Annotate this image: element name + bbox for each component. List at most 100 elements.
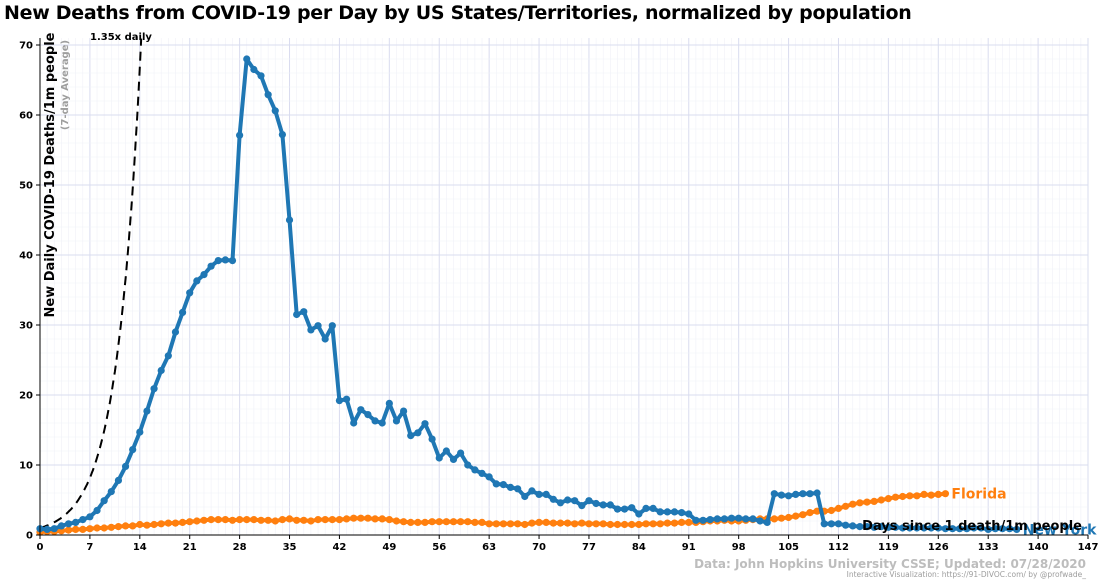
data-point-new-york — [499, 481, 508, 489]
x-tick-label: 21 — [183, 542, 197, 553]
data-point-new-york — [399, 407, 408, 415]
data-point-florida — [906, 492, 914, 500]
data-point-florida — [927, 491, 935, 499]
x-tick-label: 126 — [928, 542, 949, 553]
data-point-new-york — [236, 131, 244, 139]
data-point-florida — [221, 516, 229, 524]
data-point-florida — [563, 519, 572, 527]
x-tick-label: 49 — [382, 542, 396, 553]
data-point-new-york — [328, 322, 336, 330]
data-point-new-york — [749, 515, 757, 523]
data-point-new-york — [635, 510, 643, 518]
data-point-new-york — [585, 497, 593, 505]
data-point-new-york — [899, 524, 907, 532]
data-point-florida — [214, 516, 222, 524]
data-point-new-york — [578, 502, 586, 510]
data-point-florida — [642, 520, 650, 528]
data-point-florida — [464, 518, 472, 526]
x-tick-label: 112 — [828, 542, 849, 553]
data-point-new-york — [820, 520, 828, 528]
data-point-new-york — [613, 505, 622, 513]
data-point-new-york — [891, 523, 900, 531]
data-point-florida — [371, 515, 379, 523]
data-point-florida — [571, 520, 579, 528]
data-point-florida — [578, 519, 586, 527]
data-point-new-york — [264, 91, 272, 99]
x-tick-label: 105 — [778, 542, 799, 553]
data-point-new-york — [571, 497, 579, 505]
data-point-new-york — [756, 517, 764, 525]
data-point-new-york — [457, 449, 465, 457]
data-point-new-york — [335, 397, 344, 405]
data-point-new-york — [93, 506, 101, 515]
data-point-florida — [599, 520, 607, 528]
x-tick-label: 7 — [86, 542, 93, 553]
y-tick-label: 70 — [19, 41, 33, 52]
data-point-florida — [357, 514, 365, 522]
data-point-florida — [556, 519, 565, 527]
data-point-new-york — [407, 432, 415, 440]
data-point-new-york — [414, 429, 422, 437]
data-point-new-york — [563, 496, 572, 504]
data-point-florida — [685, 518, 693, 527]
data-point-new-york — [770, 490, 778, 498]
chart-title: New Deaths from COVID-19 per Day by US S… — [4, 2, 912, 24]
data-point-florida — [920, 490, 928, 498]
x-tick-label: 56 — [432, 542, 446, 553]
data-point-florida — [777, 514, 786, 522]
data-point-florida — [549, 519, 557, 527]
data-point-florida — [842, 502, 850, 510]
data-point-florida — [129, 522, 137, 530]
x-tick-label: 133 — [978, 542, 999, 553]
data-point-new-york — [171, 328, 180, 336]
data-point-new-york — [421, 420, 429, 428]
data-point-florida — [399, 518, 408, 526]
data-point-new-york — [435, 454, 443, 462]
data-point-florida — [328, 516, 336, 524]
data-point-florida — [335, 516, 344, 524]
data-point-new-york — [599, 501, 607, 509]
data-point-new-york — [257, 72, 265, 80]
data-point-florida — [606, 520, 614, 529]
data-point-new-york — [699, 516, 707, 524]
data-point-new-york — [72, 518, 80, 527]
x-axis-label: Days since 1 death/1m people — [862, 519, 1082, 534]
data-point-florida — [392, 517, 401, 525]
data-point-florida — [784, 513, 793, 522]
data-point-new-york — [449, 455, 458, 463]
data-point-florida — [899, 492, 907, 501]
data-point-new-york — [207, 262, 215, 270]
x-tick-label: 14 — [133, 542, 147, 553]
data-point-florida — [678, 518, 686, 527]
data-point-florida — [107, 523, 115, 531]
data-point-new-york — [984, 525, 992, 534]
grid-lines — [39, 38, 1089, 536]
data-point-new-york — [478, 469, 486, 477]
data-point-florida — [449, 518, 458, 526]
data-point-florida — [342, 515, 351, 523]
data-point-new-york — [307, 326, 315, 334]
x-tick-label: 77 — [582, 542, 596, 553]
data-point-new-york — [342, 395, 351, 403]
data-point-new-york — [178, 308, 187, 316]
data-point-new-york — [300, 308, 308, 316]
data-point-new-york — [727, 514, 736, 522]
data-point-new-york — [214, 257, 222, 265]
data-point-new-york — [164, 352, 172, 360]
data-point-florida — [100, 524, 108, 532]
data-point-new-york — [877, 523, 885, 531]
x-tick-label: 147 — [1078, 542, 1099, 553]
data-point-new-york — [521, 492, 529, 501]
data-point-florida — [271, 517, 279, 525]
data-point-florida — [193, 517, 201, 525]
data-point-new-york — [114, 476, 123, 484]
data-point-florida — [350, 514, 358, 522]
data-point-florida — [200, 516, 208, 524]
data-point-new-york — [314, 322, 322, 330]
data-point-new-york — [492, 480, 500, 488]
data-point-florida — [849, 500, 857, 508]
data-point-new-york — [663, 508, 671, 516]
data-point-new-york — [842, 521, 850, 529]
data-point-new-york — [542, 490, 550, 498]
data-point-florida — [592, 520, 600, 528]
